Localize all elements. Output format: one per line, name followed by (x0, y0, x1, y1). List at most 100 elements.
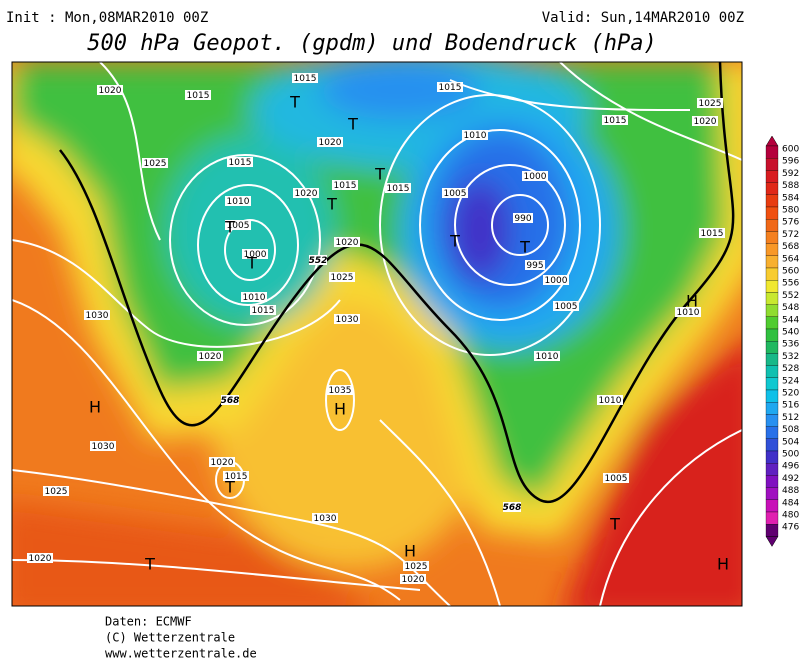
isobar-label-bg (697, 98, 723, 108)
legend-cap (765, 135, 779, 147)
legend-label: 500 (782, 450, 799, 460)
isobar-label-bg (329, 272, 355, 282)
legend-swatch (765, 267, 779, 281)
legend-label: 540 (782, 328, 799, 338)
isobar-label: 1025 (45, 487, 68, 497)
map: 1020 1015 1015 1015 1015 1025 1020 1020 1010 1015… (12, 62, 742, 606)
pressure-center: T (289, 93, 300, 112)
isobar-label-bg (27, 553, 53, 563)
isobar-label: 1020 (295, 189, 318, 199)
isobar-label-bg (227, 157, 253, 167)
isobar-label-bg (97, 85, 123, 95)
pressure-center: T (224, 478, 235, 497)
isobar-label-bg (603, 473, 629, 483)
legend-label: 496 (782, 462, 799, 472)
isobar-label-bg (525, 260, 545, 270)
isobar-label: 1015 (187, 91, 210, 101)
pressure-center: T (519, 238, 530, 257)
isobar-label: 1015 (252, 306, 275, 316)
isobar-label-bg (197, 351, 223, 361)
isobar-label: 1005 (555, 302, 578, 312)
legend-label: 592 (782, 169, 799, 179)
isobar-label: 1015 (604, 116, 627, 126)
legend-label: 580 (782, 206, 799, 216)
isobar-label: 1030 (86, 311, 109, 321)
legend-swatch (765, 280, 779, 293)
isobar-label: 1015 (387, 184, 410, 194)
legend-swatch (765, 255, 779, 269)
isobar-label: 1000 (545, 276, 568, 286)
isobar-label-bg (223, 471, 249, 481)
isobar-label-bg (403, 561, 429, 571)
legend-label: 488 (782, 486, 799, 496)
legend-swatch (765, 426, 779, 439)
legend-label: 492 (782, 474, 799, 484)
legend-label: 544 (782, 315, 799, 325)
legend-label: 508 (782, 425, 799, 435)
legend-swatch (765, 206, 779, 220)
legend-swatch (765, 182, 779, 195)
isobar-label-bg (241, 292, 267, 302)
legend-label: 524 (782, 376, 799, 386)
legend-swatch (765, 450, 779, 464)
legend-swatch (765, 219, 779, 232)
isobar-label: 1010 (464, 131, 487, 141)
isobar-label: 1015 (225, 472, 248, 482)
pressure-center: H (404, 542, 416, 561)
legend-label: 600 (782, 145, 799, 155)
contour-label-bg (221, 395, 239, 405)
isobar-label-bg (185, 90, 211, 100)
isobar-label-bg (675, 307, 701, 317)
isobar-label-bg (462, 130, 488, 140)
isobar-label: 1015 (334, 181, 357, 191)
isobar-label-bg (602, 115, 628, 125)
legend-label: 532 (782, 352, 799, 362)
legend-swatch (765, 170, 779, 183)
pressure-center: H (89, 398, 101, 417)
legend-label: 536 (782, 340, 799, 350)
pressure-center: T (224, 218, 235, 237)
isobar-label-bg (209, 457, 235, 467)
pressure-center: T (326, 195, 337, 214)
legend-label: 512 (782, 413, 799, 423)
legend-swatch (765, 438, 779, 452)
isobar-label: 1010 (227, 197, 250, 207)
isobar-label-bg (293, 188, 319, 198)
isobar-label: 1015 (294, 74, 317, 84)
legend-swatch (765, 463, 779, 476)
isobar-label-bg (225, 220, 251, 230)
legend-swatch (765, 402, 779, 415)
legend-swatch (765, 389, 779, 403)
pressure-center: T (246, 254, 257, 273)
isobar-label-bg (43, 486, 69, 496)
legend-swatch (765, 158, 779, 171)
legend-label: 480 (782, 511, 799, 521)
contour-label: 568 (221, 396, 240, 406)
pressure-center: T (609, 515, 620, 534)
legend-label: 556 (782, 279, 799, 289)
footer-copyright: (C) Wetterzentrale (105, 631, 235, 645)
isobar-label: 1005 (605, 474, 628, 484)
legend-label: 516 (782, 401, 799, 411)
legend-label: 572 (782, 230, 799, 240)
pressure-center: T (449, 232, 460, 251)
legend-swatch (765, 353, 779, 366)
isobar-label: 1020 (402, 575, 425, 585)
valid-time: Valid: Sun,14MAR2010 00Z (542, 10, 744, 26)
isobar-label-bg (292, 73, 318, 83)
legend-swatch (765, 304, 779, 317)
isobar-label-bg (534, 351, 560, 361)
init-time: Init : Mon,08MAR2010 00Z (6, 10, 208, 26)
map-title: 500 hPa Geopot. (gpdm) und Bodendruck (h… (87, 31, 657, 56)
isobar-label: 1020 (694, 117, 717, 127)
isobar-label: 995 (526, 261, 543, 271)
isobar-label: 1025 (331, 273, 354, 283)
legend-swatch (765, 328, 779, 342)
legend-label: 564 (782, 254, 799, 264)
isobar-label: 1000 (244, 250, 267, 260)
contour-label: 552 (309, 256, 328, 266)
footer-url: www.wetterzentrale.de (105, 647, 257, 661)
isobar-label: 1035 (329, 386, 352, 396)
pressure-center: H (717, 555, 729, 574)
footer-source: Daten: ECMWF (105, 615, 192, 629)
